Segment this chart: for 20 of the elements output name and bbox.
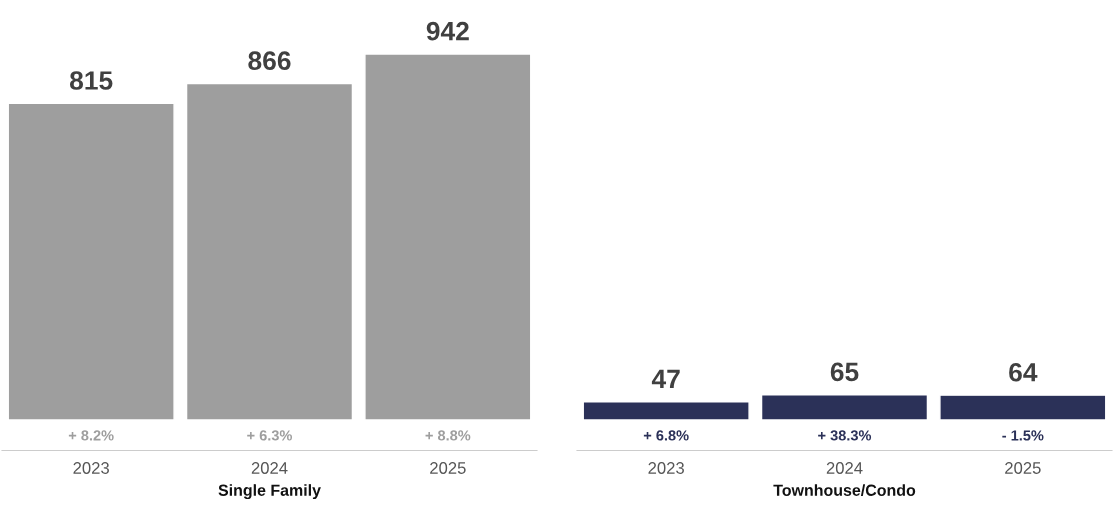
data-label: 64 [1009, 362, 1038, 382]
x-tick-label: 2023 [648, 462, 684, 474]
data-label: 866 [248, 51, 291, 71]
x-tick-label: 2025 [430, 462, 466, 474]
text: + 6.3% [247, 430, 293, 441]
x-axis-title: Single Family [218, 484, 321, 500]
x-tick-label: 2024 [826, 462, 863, 474]
text: + 8.2% [68, 430, 114, 441]
text: - 1.5% [1002, 430, 1044, 441]
x-tick-label: 2024 [251, 462, 288, 474]
x-tick-label: 2023 [73, 462, 109, 474]
text: + 8.8% [425, 430, 471, 441]
data-label: 942 [426, 21, 469, 41]
text: + 6.8% [643, 430, 689, 441]
x-axis-title: Townhouse/Condo [773, 484, 916, 497]
data-label: 47 [651, 369, 680, 388]
data-label: 815 [69, 71, 113, 90]
text: + 38.3% [818, 430, 872, 441]
data-label: 65 [830, 362, 859, 382]
x-tick-label: 2025 [1005, 462, 1041, 474]
